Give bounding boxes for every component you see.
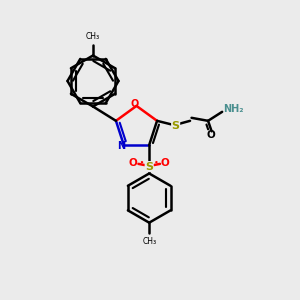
Text: O: O [129, 158, 138, 168]
Text: NH₂: NH₂ [223, 103, 244, 113]
Text: N: N [117, 142, 125, 152]
Text: O: O [131, 99, 139, 110]
Text: O: O [161, 158, 170, 168]
Text: S: S [145, 162, 153, 172]
Text: S: S [172, 121, 180, 131]
Text: CH₃: CH₃ [86, 32, 100, 41]
Text: CH₃: CH₃ [142, 237, 156, 246]
Text: O: O [207, 130, 215, 140]
